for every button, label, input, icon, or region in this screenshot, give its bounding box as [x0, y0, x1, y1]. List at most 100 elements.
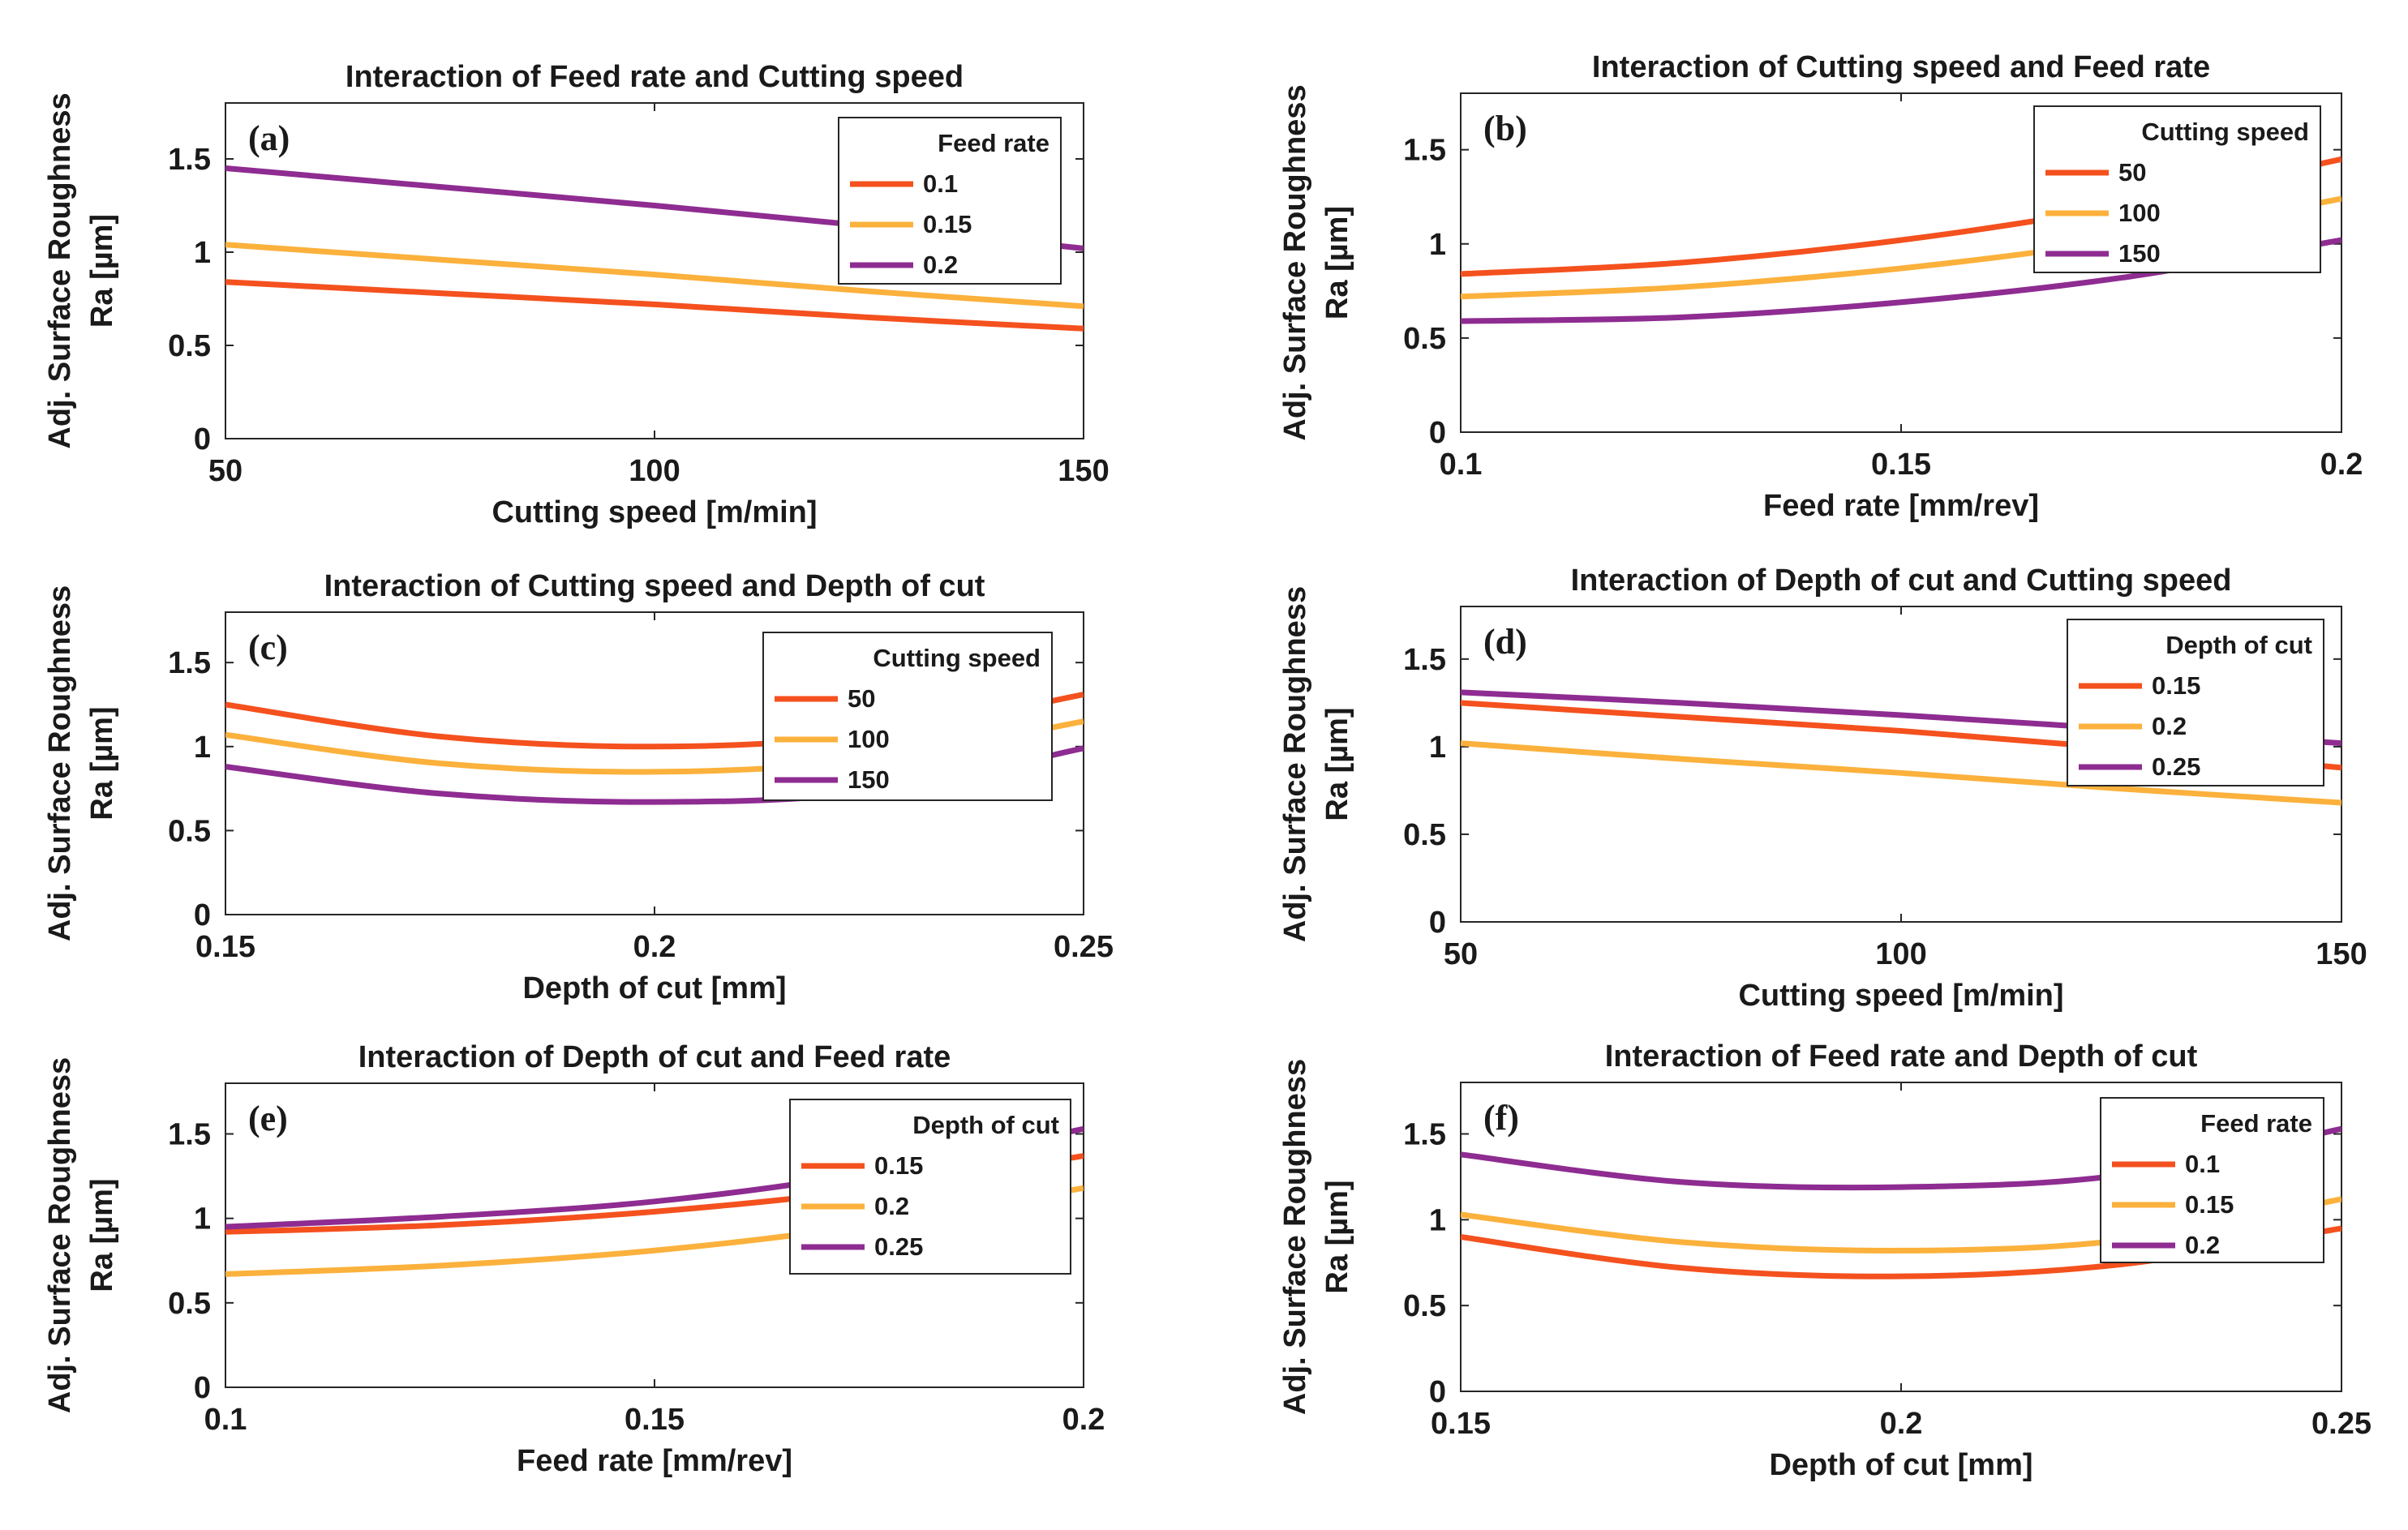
y-tick-label: 1: [1429, 228, 1446, 262]
y-tick-label: 1: [1429, 1203, 1446, 1237]
y-tick-label: 0.5: [168, 1287, 211, 1321]
chart-panel-f: Interaction of Feed rate and Depth of cu…: [1278, 1039, 2372, 1482]
y-tick-label: 0.5: [168, 814, 211, 848]
x-tick-label: 0.1: [204, 1403, 247, 1437]
legend-title-f: Feed rate: [2200, 1109, 2312, 1138]
series-line-a-1: [225, 242, 1084, 310]
y-tick-label: 1: [1429, 731, 1446, 765]
y-axis-label-line1-a: Adj. Surface Roughness: [43, 92, 77, 448]
y-axis-label-line1-e: Adj. Surface Roughness: [43, 1057, 77, 1413]
x-tick-label: 0.2: [1880, 1407, 1923, 1441]
chart-panel-b: Interaction of Cutting speed and Feed ra…: [1278, 50, 2363, 523]
y-axis-label-line1-f: Adj. Surface Roughness: [1278, 1059, 1312, 1415]
x-tick-label: 150: [1058, 454, 1109, 488]
chart-panel-d: Interaction of Depth of cut and Cutting …: [1278, 564, 2367, 1013]
panel-label-b: (b): [1483, 109, 1527, 148]
chart-title-d: Interaction of Depth of cut and Cutting …: [1571, 564, 2232, 598]
legend-label-f-1: 0.15: [2185, 1190, 2234, 1219]
y-tick-label: 1.5: [168, 143, 211, 177]
legend-label-b-2: 150: [2118, 239, 2161, 268]
x-tick-label: 50: [1444, 937, 1478, 971]
legend-label-d-2: 0.25: [2152, 752, 2200, 781]
x-tick-label: 0.15: [1871, 448, 1931, 482]
x-tick-label: 0.15: [1431, 1407, 1491, 1441]
x-tick-label: 0.15: [195, 930, 255, 964]
legend-label-a-0: 0.1: [923, 169, 958, 198]
legend-title-a: Feed rate: [938, 129, 1049, 157]
legend-label-c-2: 150: [848, 765, 890, 794]
chart-title-b: Interaction of Cutting speed and Feed ra…: [1592, 50, 2210, 84]
y-tick-label: 1: [194, 731, 211, 765]
legend-box-d: [2067, 619, 2324, 786]
x-tick-label: 150: [2316, 937, 2367, 971]
x-axis-label-e: Feed rate [mm/rev]: [517, 1444, 792, 1478]
series-line-d-1: [1461, 740, 2341, 806]
x-axis-label-c: Depth of cut [mm]: [522, 971, 786, 1005]
legend-label-a-2: 0.2: [923, 251, 958, 279]
y-tick-label: 0.5: [1403, 322, 1446, 356]
legend-label-d-0: 0.15: [2152, 671, 2200, 700]
x-tick-label: 0.1: [1440, 448, 1483, 482]
legend-label-a-1: 0.15: [923, 210, 972, 238]
legend-label-d-1: 0.2: [2152, 712, 2187, 740]
series-line-a-0: [225, 279, 1084, 332]
legend-box-f: [2100, 1097, 2324, 1263]
chart-panel-c: Interaction of Cutting speed and Depth o…: [43, 569, 1114, 1005]
y-axis-label-line1-b: Adj. Surface Roughness: [1278, 84, 1312, 440]
chart-title-f: Interaction of Feed rate and Depth of cu…: [1605, 1039, 2198, 1074]
y-tick-label: 0.5: [168, 329, 211, 363]
x-axis-label-f: Depth of cut [mm]: [1769, 1448, 2032, 1482]
legend-box-c: [762, 632, 1053, 801]
y-axis-label-line2-a: Ra [µm]: [85, 214, 119, 328]
x-tick-label: 0.2: [1062, 1403, 1105, 1437]
chart-panel-a: Interaction of Feed rate and Cutting spe…: [43, 60, 1110, 529]
x-tick-label: 0.15: [625, 1403, 685, 1437]
y-axis-label-line2-b: Ra [µm]: [1320, 206, 1354, 319]
x-tick-label: 100: [1875, 937, 1926, 971]
y-axis-label-line2-f: Ra [µm]: [1320, 1180, 1354, 1293]
x-tick-label: 0.2: [633, 930, 676, 964]
x-axis-label-a: Cutting speed [m/min]: [491, 495, 817, 529]
y-tick-label: 0: [194, 422, 211, 456]
legend-label-c-0: 50: [848, 684, 875, 713]
x-tick-label: 0.25: [1054, 930, 1114, 964]
panel-label-c: (c): [248, 628, 288, 667]
x-tick-label: 0.25: [2311, 1407, 2372, 1441]
y-tick-label: 0: [1429, 1375, 1446, 1409]
y-axis-label-line1-c: Adj. Surface Roughness: [43, 585, 77, 941]
legend-label-f-0: 0.1: [2185, 1150, 2220, 1178]
y-tick-label: 0: [194, 1371, 211, 1405]
legend-label-f-2: 0.2: [2185, 1231, 2220, 1259]
y-tick-label: 1.5: [1403, 134, 1446, 168]
legend-label-c-1: 100: [848, 725, 890, 753]
panel-label-d: (d): [1483, 622, 1527, 662]
y-axis-label-line2-d: Ra [µm]: [1320, 707, 1354, 821]
legend-label-e-1: 0.2: [874, 1192, 909, 1220]
x-tick-label: 100: [629, 454, 680, 488]
y-tick-label: 1.5: [168, 646, 211, 680]
legend-title-e: Depth of cut: [912, 1111, 1059, 1139]
chart-title-a: Interaction of Feed rate and Cutting spe…: [346, 60, 964, 94]
y-axis-label-line1-d: Adj. Surface Roughness: [1278, 586, 1312, 942]
legend-label-b-0: 50: [2118, 158, 2146, 186]
panel-label-a: (a): [248, 118, 290, 158]
legend-label-e-0: 0.15: [874, 1151, 923, 1180]
chart-panel-e: Interaction of Depth of cut and Feed rat…: [43, 1040, 1105, 1478]
y-tick-label: 1.5: [1403, 1118, 1446, 1152]
y-tick-label: 0: [194, 898, 211, 932]
y-tick-label: 0.5: [1403, 818, 1446, 852]
y-tick-label: 1.5: [168, 1118, 211, 1152]
y-tick-label: 0: [1429, 906, 1446, 940]
y-tick-label: 1: [194, 236, 211, 270]
x-tick-label: 50: [208, 454, 243, 488]
legend-label-e-2: 0.25: [874, 1232, 923, 1261]
x-axis-label-b: Feed rate [mm/rev]: [1763, 489, 2039, 523]
y-tick-label: 0: [1429, 416, 1446, 450]
y-tick-label: 1: [194, 1202, 211, 1236]
panel-label-e: (e): [248, 1099, 288, 1138]
panel-label-f: (f): [1483, 1098, 1519, 1138]
chart-title-c: Interaction of Cutting speed and Depth o…: [324, 569, 985, 603]
x-tick-label: 0.2: [2320, 448, 2363, 482]
